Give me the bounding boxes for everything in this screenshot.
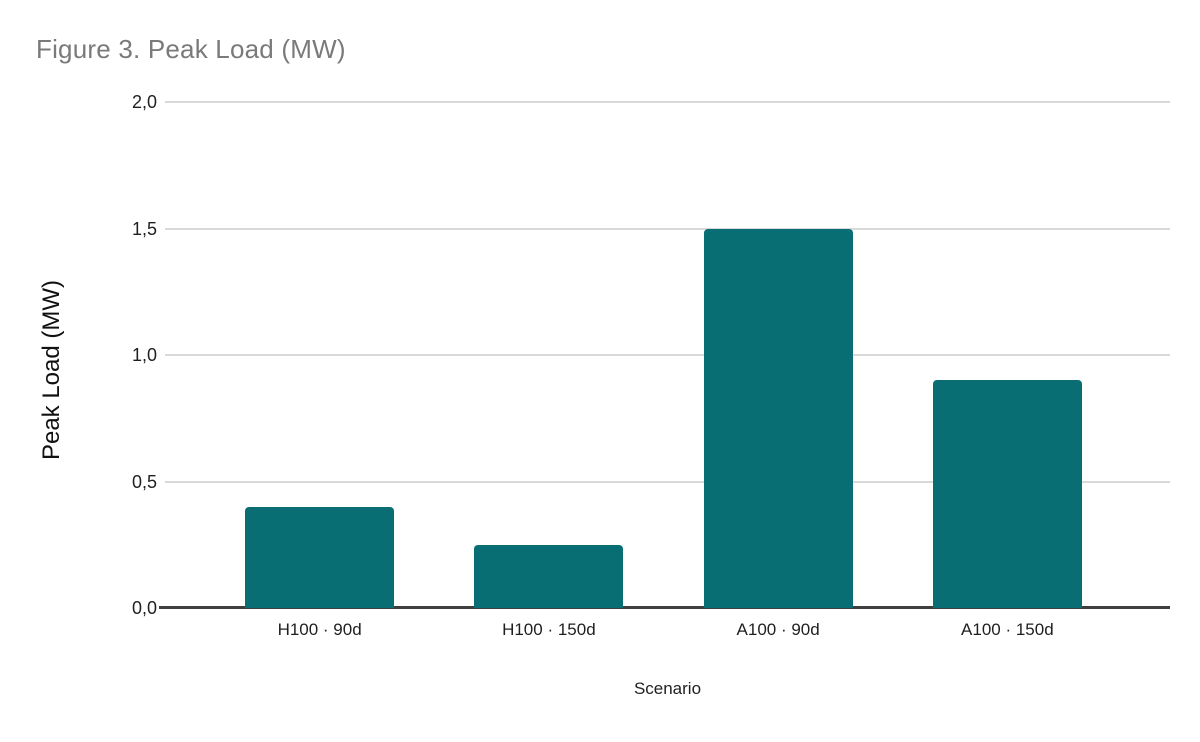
gridline — [165, 101, 1170, 103]
bar-slot — [205, 102, 434, 608]
y-tick-label: 0,5 — [131, 471, 157, 492]
bar-H100 · 90d — [245, 506, 395, 608]
bar-slot — [893, 102, 1122, 608]
bar-slot — [664, 102, 893, 608]
gridline — [165, 227, 1170, 230]
x-axis-line — [159, 606, 1170, 609]
plot-area — [159, 101, 1170, 609]
bar-A100 · 90d — [703, 228, 853, 608]
bar-H100 · 150d — [474, 544, 624, 608]
y-tick-label: 1,0 — [131, 345, 157, 365]
gridline — [165, 354, 1170, 356]
figure-title: Figure 3. Peak Load (MW) — [36, 34, 346, 64]
x-axis-title: Scenario — [633, 679, 702, 698]
y-tick-label: 1,5 — [131, 218, 157, 239]
x-tick-label: A100 · 150d — [961, 620, 1054, 639]
y-tick-label: 0,0 — [131, 598, 157, 618]
x-tick-label: H100 · 90d — [277, 620, 362, 639]
gridline — [165, 480, 1170, 483]
bar-A100 · 150d — [932, 380, 1082, 608]
bar-slot — [434, 102, 663, 608]
x-tick-label: A100 · 90d — [736, 620, 820, 639]
x-tick-label: H100 · 150d — [502, 620, 596, 639]
bars-row — [205, 102, 1122, 608]
y-tick-label: 2,0 — [131, 92, 157, 112]
x-axis-ticks: H100 · 90d H100 · 150d A100 · 90d A100 · 15… — [205, 620, 1122, 640]
y-axis-ticks: 2,0 1,5 1,0 0,5 0,0 — [0, 0, 157, 742]
